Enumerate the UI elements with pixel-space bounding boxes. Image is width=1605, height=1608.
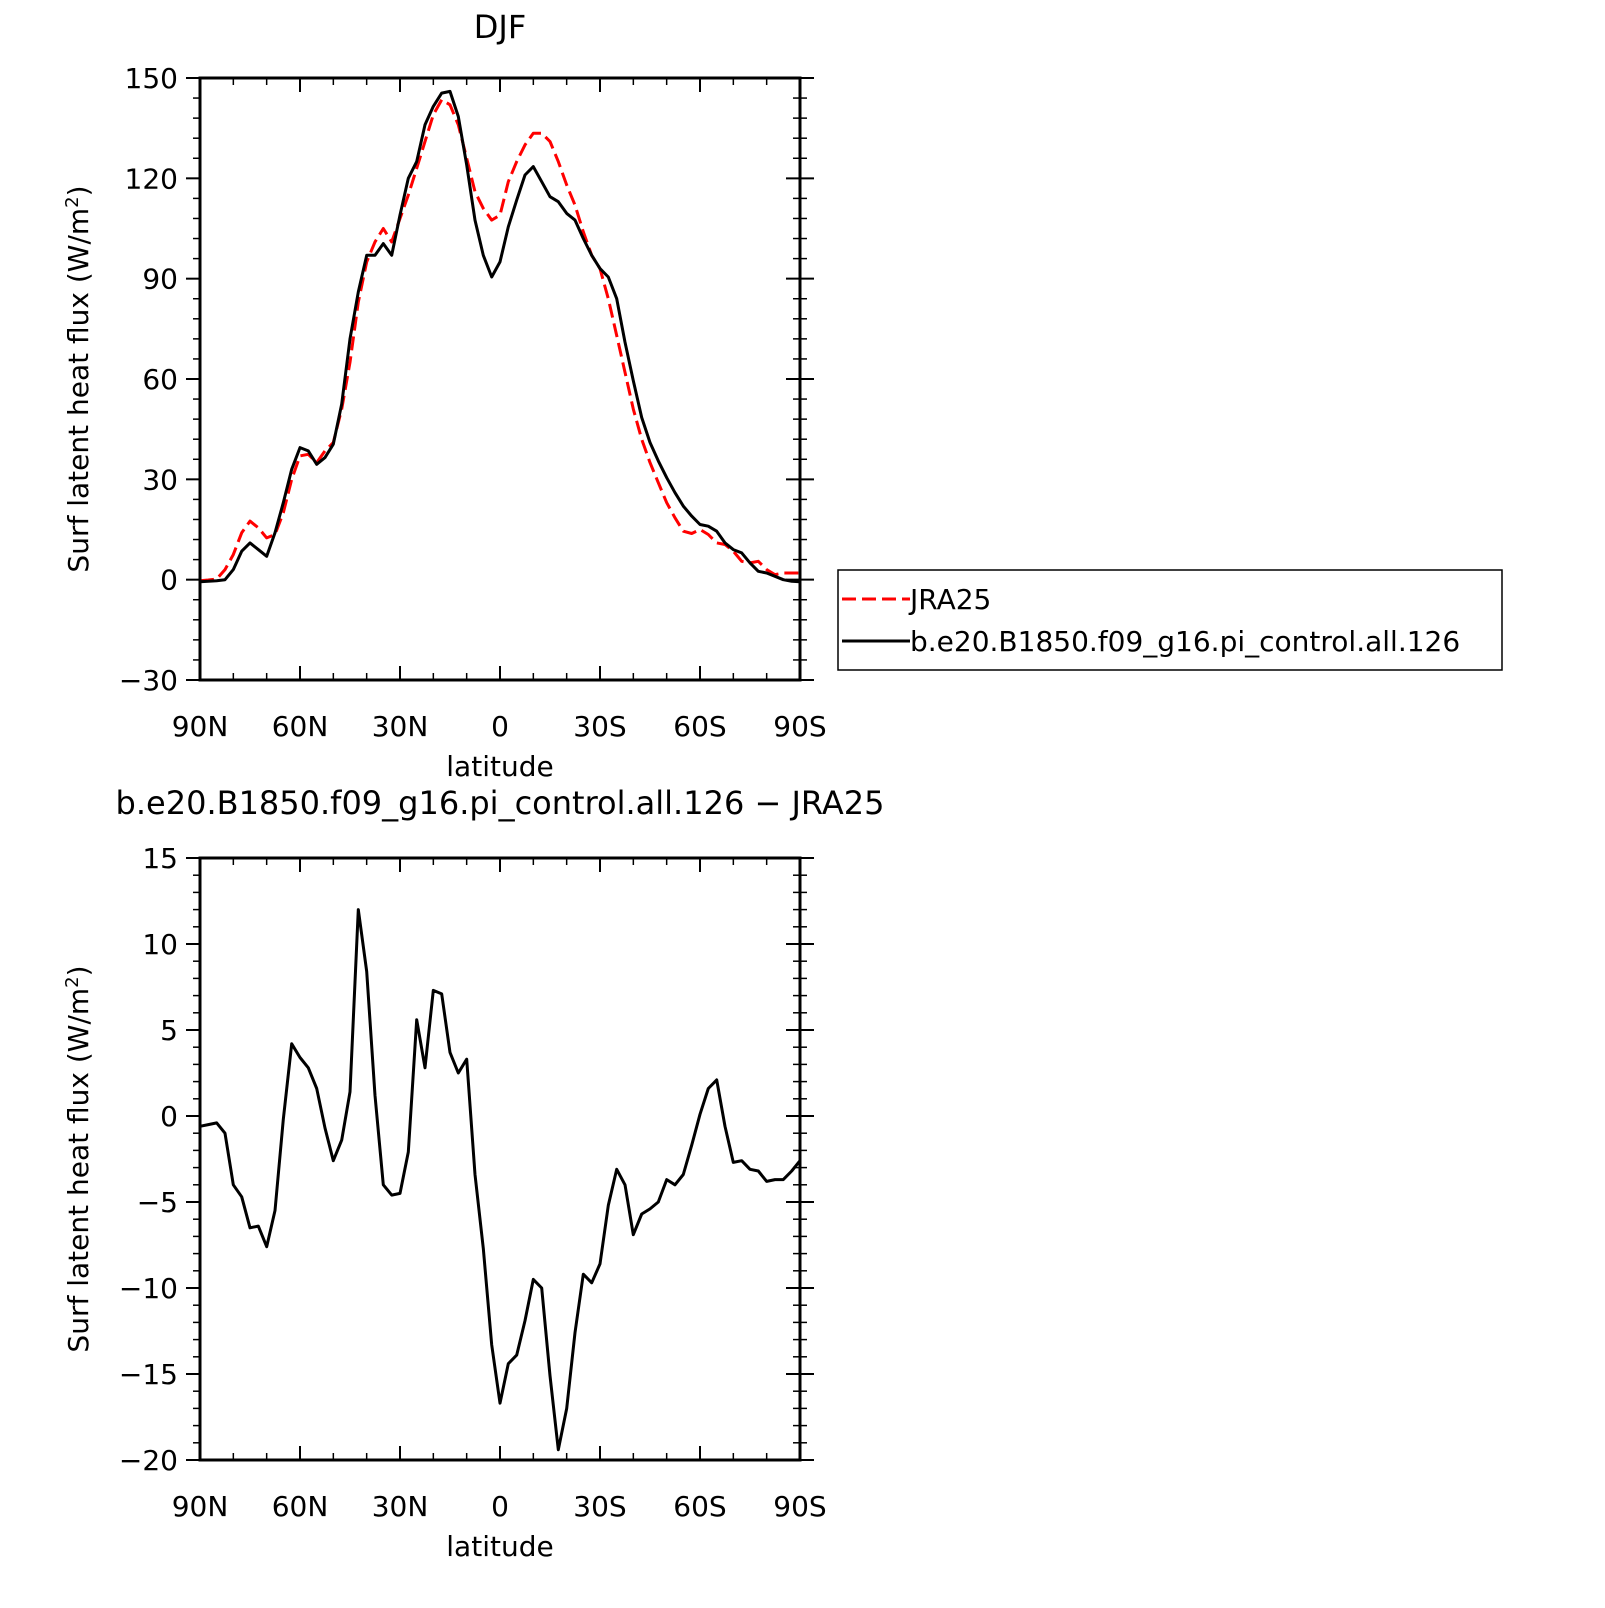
top-x-tick-label: 60S [673,710,726,743]
top-y-tick-label: 120 [125,162,178,195]
bottom-x-tick-label: 90N [172,1490,229,1523]
bottom-x-tick-label: 60S [673,1490,726,1523]
bottom-y-tick-label: 15 [142,842,178,875]
bottom-chart-title: b.e20.B1850.f09_g16.pi_control.all.126 −… [116,784,885,822]
bottom-x-tick-label: 0 [491,1490,509,1523]
top-x-tick-label: 30N [372,710,429,743]
top-x-tick-label: 90N [172,710,229,743]
legend-label-jra25: JRA25 [908,583,991,616]
bottom-chart-panel: b.e20.B1850.f09_g16.pi_control.all.126 −… [62,784,884,1563]
bottom-plot-frame [198,856,802,1462]
top-plot-frame [198,76,802,682]
legend-label-model: b.e20.B1850.f09_g16.pi_control.all.126 [910,625,1460,658]
top-y-tick-label: 90 [142,263,178,296]
top-y-axis-label: Surf latent heat flux (W/m2) [62,185,95,572]
bottom-x-tick-label: 90S [773,1490,826,1523]
bottom-x-tick-label: 30S [573,1490,626,1523]
bottom-y-tick-label: −10 [119,1272,178,1305]
top-x-axis-label: latitude [446,750,553,783]
bottom-y-tick-label: 0 [160,1100,178,1133]
bottom-x-tick-label: 30N [372,1490,429,1523]
bottom-series-line-0 [199,908,802,1452]
top-y-tick-label: −30 [119,664,178,697]
bottom-y-axis-label: Surf latent heat flux (W/m2) [62,965,95,1352]
top-chart-panel: DJF 90N 60N 30N 0 30S 60S 90S−300306090120150 … [62,8,827,783]
bottom-y-tick-label: 10 [142,928,178,961]
top-series-line-0 [199,98,800,583]
top-x-tick-label: 0 [491,710,509,743]
top-y-tick-label: 0 [160,564,178,597]
bottom-y-tick-label: −15 [119,1358,178,1391]
top-y-tick-label: 30 [142,463,178,496]
bottom-y-tick-label: 5 [160,1014,178,1047]
top-y-tick-label: 60 [142,363,178,396]
bottom-x-tick-label: 60N [272,1490,329,1523]
top-y-tick-label: 150 [125,62,178,95]
top-x-tick-label: 90S [773,710,826,743]
top-series-line-1 [199,89,801,584]
top-x-tick-label: 60N [272,710,329,743]
bottom-y-tick-label: −20 [119,1444,178,1477]
top-chart-title: DJF [474,8,526,46]
legend-box [837,569,1503,671]
bottom-y-tick-label: −5 [137,1186,178,1219]
top-x-tick-label: 30S [573,710,626,743]
legend: JRA25 b.e20.B1850.f09_g16.pi_control.all… [837,569,1503,671]
bottom-x-axis-label: latitude [446,1530,553,1563]
